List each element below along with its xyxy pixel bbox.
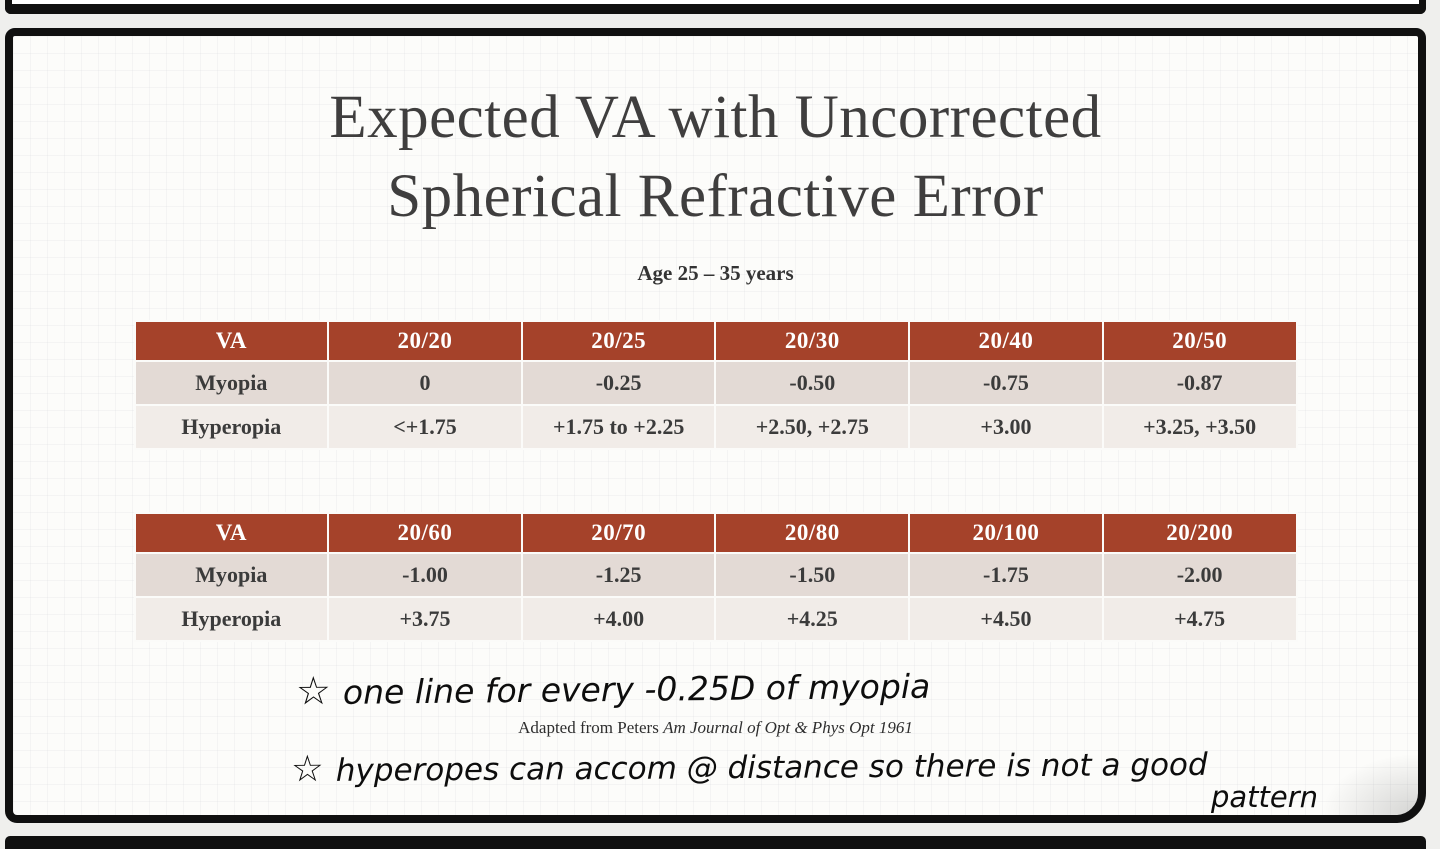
table-cell: 0 bbox=[327, 359, 523, 406]
citation-journal: Am Journal of Opt & Phys Opt 1961 bbox=[663, 718, 913, 737]
table-cell: +3.75 bbox=[327, 595, 523, 642]
slide-title-line-1: Expected VA with Uncorrected bbox=[329, 84, 1102, 151]
slide-title: Expected VA with Uncorrected Spherical R… bbox=[53, 78, 1378, 237]
table-2-hyperopia-row: Hyperopia +3.75 +4.00 +4.25 +4.50 +4.75 bbox=[133, 595, 1298, 642]
table-cell: -0.50 bbox=[714, 359, 911, 406]
header-cell: 20/100 bbox=[908, 511, 1104, 554]
header-cell: 20/40 bbox=[908, 319, 1104, 362]
handwritten-note-2-wrap: pattern bbox=[1211, 780, 1319, 814]
header-cell: VA bbox=[133, 319, 330, 362]
table-cell: -0.75 bbox=[908, 359, 1104, 406]
slide-title-line-2: Spherical Refractive Error bbox=[387, 163, 1044, 231]
table-cell: <+1.75 bbox=[327, 403, 523, 450]
slide: Expected VA with Uncorrected Spherical R… bbox=[5, 28, 1426, 823]
header-cell: 20/60 bbox=[327, 511, 523, 554]
handwritten-note-2-text: hyperopes can accom @ distance so there … bbox=[335, 746, 1208, 789]
table-cell: +2.50, +2.75 bbox=[714, 403, 911, 450]
table-cell: +4.25 bbox=[714, 595, 911, 642]
table-cell: +3.00 bbox=[908, 403, 1104, 450]
handwritten-note-2: ☆ hyperopes can accom @ distance so there… bbox=[291, 741, 1208, 790]
row-label-cell: Hyperopia bbox=[133, 595, 330, 642]
table-cell: -0.87 bbox=[1101, 359, 1298, 406]
row-label-cell: Myopia bbox=[133, 359, 330, 406]
table-cell: +4.00 bbox=[520, 595, 717, 642]
va-table-2: VA 20/60 20/70 20/80 20/100 20/200 Myopi… bbox=[133, 511, 1298, 642]
table-1-header-row: VA 20/20 20/25 20/30 20/40 20/50 bbox=[133, 319, 1298, 362]
next-slide-edge bbox=[5, 836, 1426, 849]
star-icon: ☆ bbox=[290, 746, 324, 791]
citation-prefix: Adapted from Peters bbox=[518, 718, 664, 737]
header-cell: 20/20 bbox=[327, 319, 523, 362]
handwritten-note-1: ☆ one line for every -0.25D of myopia bbox=[296, 663, 931, 715]
handwritten-note-1-text: one line for every -0.25D of myopia bbox=[342, 666, 931, 712]
header-cell: 20/50 bbox=[1101, 319, 1298, 362]
header-cell: VA bbox=[133, 511, 330, 554]
table-cell: +4.50 bbox=[908, 595, 1104, 642]
header-cell: 20/70 bbox=[520, 511, 717, 554]
slide-subtitle: Age 25 – 35 years bbox=[637, 260, 794, 285]
table-cell: -2.00 bbox=[1101, 551, 1298, 598]
table-cell: -1.50 bbox=[714, 551, 911, 598]
citation: Adapted from Peters Am Journal of Opt & … bbox=[13, 718, 1418, 738]
table-cell: -1.75 bbox=[908, 551, 1104, 598]
table-1-hyperopia-row: Hyperopia <+1.75 +1.75 to +2.25 +2.50, +… bbox=[133, 403, 1298, 450]
table-1-myopia-row: Myopia 0 -0.25 -0.50 -0.75 -0.87 bbox=[133, 359, 1298, 406]
table-cell: +3.25, +3.50 bbox=[1101, 403, 1298, 450]
header-cell: 20/30 bbox=[714, 319, 911, 362]
header-cell: 20/25 bbox=[520, 319, 717, 362]
table-cell: +4.75 bbox=[1101, 595, 1298, 642]
table-2-myopia-row: Myopia -1.00 -1.25 -1.50 -1.75 -2.00 bbox=[133, 551, 1298, 598]
table-cell: -1.00 bbox=[327, 551, 523, 598]
table-2-header-row: VA 20/60 20/70 20/80 20/100 20/200 bbox=[133, 511, 1298, 554]
row-label-cell: Hyperopia bbox=[133, 403, 330, 450]
row-label-cell: Myopia bbox=[133, 551, 330, 598]
previous-slide-edge bbox=[5, 0, 1426, 14]
table-cell: -0.25 bbox=[520, 359, 717, 406]
table-cell: +1.75 to +2.25 bbox=[520, 403, 717, 450]
header-cell: 20/200 bbox=[1101, 511, 1298, 554]
star-icon: ☆ bbox=[295, 668, 332, 715]
va-table-1: VA 20/20 20/25 20/30 20/40 20/50 Myopia … bbox=[133, 319, 1298, 450]
table-cell: -1.25 bbox=[520, 551, 717, 598]
header-cell: 20/80 bbox=[714, 511, 911, 554]
